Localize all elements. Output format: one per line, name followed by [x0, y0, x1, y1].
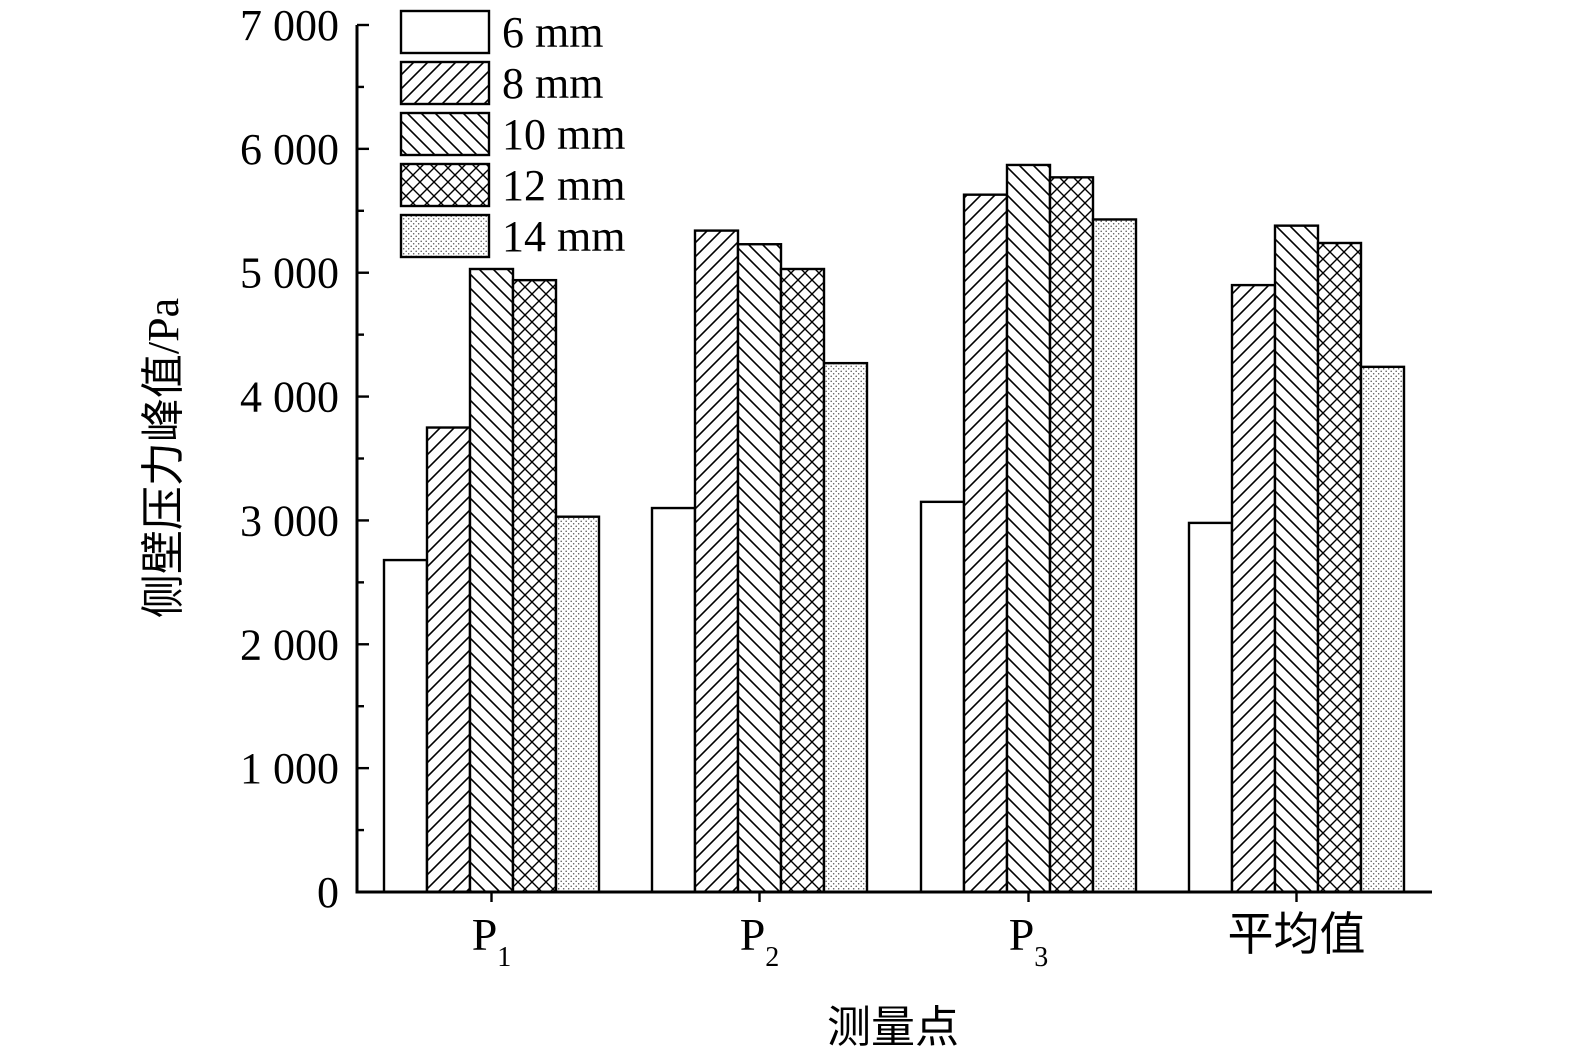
x-category-label: P1 — [472, 909, 512, 973]
x-category-label: P3 — [1009, 909, 1049, 973]
bar-14mm-cat1 — [554, 515, 601, 894]
bar-10mm-cat2 — [736, 243, 783, 894]
bar-8mm-cat4 — [1230, 283, 1277, 894]
bar-12mm-cat3 — [1048, 176, 1095, 894]
bar-6mm-cat1 — [382, 558, 429, 894]
legend-swatch-6mm — [399, 9, 491, 55]
x-categories-group: P1 P2 P3 平均值 — [472, 892, 1366, 973]
legend-swatch-8mm — [399, 60, 491, 106]
y-tick-label: 1 000 — [240, 744, 339, 793]
y-tick-label: 6 000 — [240, 125, 339, 174]
legend-label-10mm: 10 mm — [502, 110, 625, 159]
bar-8mm-cat2 — [693, 229, 740, 894]
bar-8mm-cat3 — [962, 193, 1009, 894]
legend-label-14mm: 14 mm — [502, 212, 625, 261]
y-ticks-group: 0 1 000 2 000 3 000 4 000 5 000 6 000 7 000 — [240, 1, 369, 917]
bar-12mm-cat4 — [1316, 241, 1363, 894]
bar-8mm-cat1 — [425, 426, 472, 894]
legend-label-12mm: 12 mm — [502, 161, 625, 210]
bar-12mm-cat2 — [779, 267, 826, 894]
y-tick-label: 0 — [317, 868, 339, 917]
legend-swatch-12mm — [399, 162, 491, 208]
bar-14mm-cat3 — [1091, 218, 1138, 894]
legend-label-8mm: 8 mm — [502, 59, 603, 108]
bars-group — [382, 163, 1406, 894]
x-axis-title: 测量点 — [827, 1003, 959, 1052]
bar-10mm-cat4 — [1273, 224, 1320, 894]
bar-14mm-cat2 — [822, 361, 869, 894]
y-tick-label: 7 000 — [240, 1, 339, 50]
bar-12mm-cat1 — [511, 278, 558, 894]
bar-10mm-cat1 — [468, 267, 515, 894]
bar-14mm-cat4 — [1359, 365, 1406, 894]
y-tick-label: 3 000 — [240, 496, 339, 545]
y-tick-label: 2 000 — [240, 620, 339, 669]
legend-label-6mm: 6 mm — [502, 8, 603, 57]
bar-6mm-cat3 — [919, 500, 966, 894]
y-tick-label: 4 000 — [240, 373, 339, 422]
x-category-label: 平均值 — [1228, 909, 1366, 960]
x-category-label: P2 — [740, 909, 780, 973]
y-axis-title: 侧壁压力峰值/Pa — [139, 298, 188, 618]
legend-swatch-10mm — [399, 111, 491, 157]
legend-swatch-14mm — [399, 213, 491, 259]
bar-6mm-cat2 — [650, 506, 697, 894]
y-tick-label: 5 000 — [240, 249, 339, 298]
bar-6mm-cat4 — [1187, 521, 1234, 894]
bar-10mm-cat3 — [1005, 163, 1052, 894]
